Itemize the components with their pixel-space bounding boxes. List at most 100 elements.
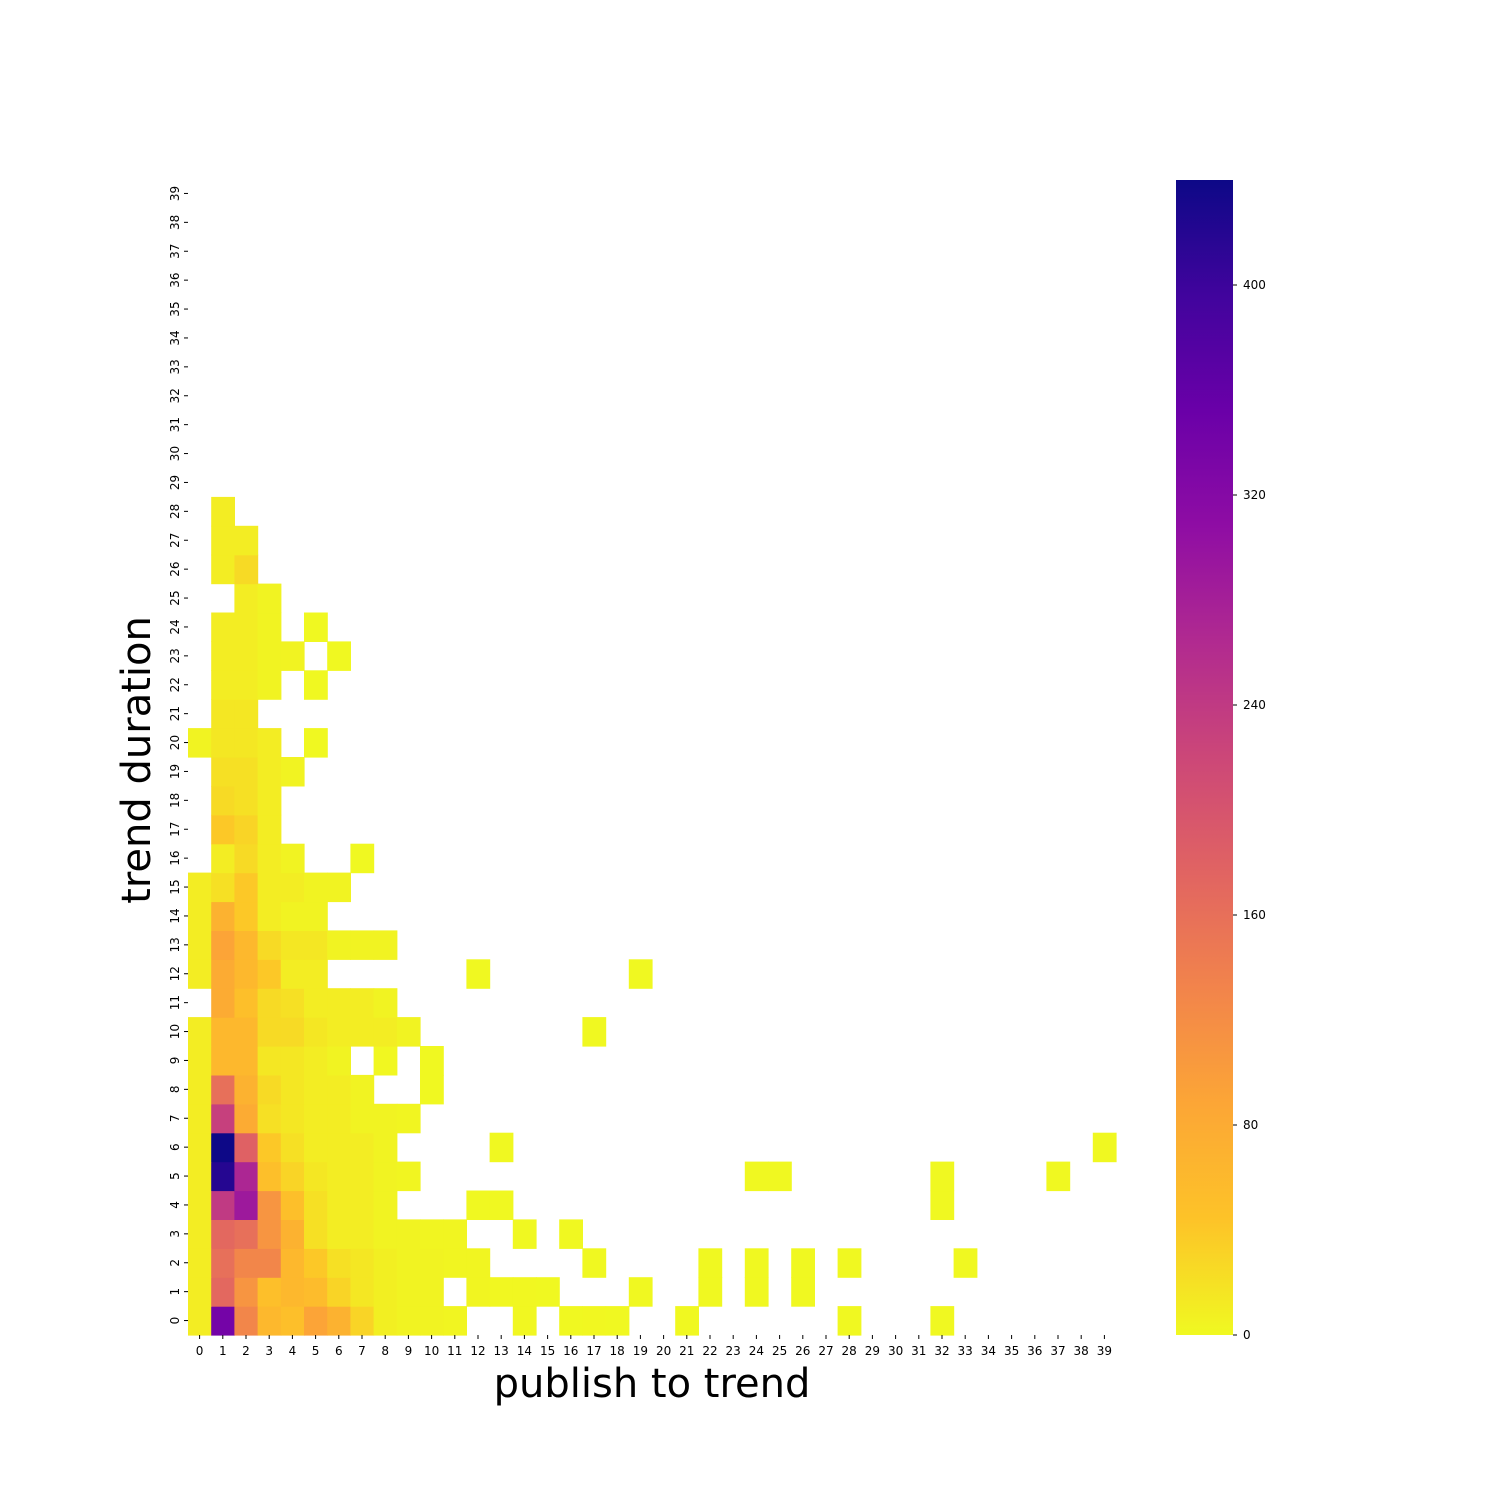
heatmap-cell <box>234 728 259 758</box>
heatmap-cell <box>396 1219 421 1249</box>
heatmap-cell <box>512 1306 537 1336</box>
x-tick-label: 17 <box>586 1344 601 1358</box>
heatmap-cell <box>211 1161 235 1192</box>
heatmap-cell <box>257 988 282 1018</box>
heatmap-cell <box>234 1161 259 1192</box>
heatmap-cell <box>211 554 235 585</box>
heatmap-cell <box>350 1103 375 1134</box>
heatmap-cell <box>234 1219 259 1249</box>
heatmap-cell <box>257 872 282 903</box>
heatmap-cell <box>211 1046 235 1076</box>
heatmap-cell <box>234 785 259 816</box>
heatmap-cell <box>489 1190 514 1220</box>
x-tick-label: 7 <box>358 1344 366 1358</box>
colorbar-tick-label: 0 <box>1243 1328 1251 1342</box>
heatmap-cell <box>396 1277 421 1307</box>
x-tick-label: 8 <box>381 1344 389 1358</box>
x-tick-label: 18 <box>610 1344 625 1358</box>
heatmap-cell <box>373 1017 398 1047</box>
x-tick-label: 36 <box>1027 1344 1042 1358</box>
heatmap-cell <box>280 1132 305 1163</box>
heatmap-cell <box>930 1190 955 1220</box>
heatmap-cell <box>304 1103 328 1134</box>
y-tick-label: 13 <box>168 937 182 952</box>
heatmap-cell <box>211 1306 235 1336</box>
heatmap-cell <box>280 988 305 1018</box>
y-axis-ticks: 0123456789101112131415161718192021222324… <box>168 186 188 1324</box>
heatmap-cell <box>304 1132 328 1163</box>
colorbar-tick-label: 400 <box>1243 278 1266 292</box>
y-tick-label: 1 <box>168 1288 182 1296</box>
x-tick-label: 34 <box>981 1344 996 1358</box>
heatmap-cell <box>234 814 259 845</box>
heatmap-cell <box>234 988 259 1018</box>
x-tick-label: 1 <box>219 1344 227 1358</box>
heatmap-cell <box>675 1306 699 1336</box>
heatmap-cell <box>234 583 259 614</box>
heatmap-cell <box>443 1219 467 1249</box>
heatmap-cell <box>373 988 398 1018</box>
heatmap-cell <box>396 1103 421 1134</box>
heatmap-cell <box>257 757 282 787</box>
heatmap-cell <box>234 1190 259 1220</box>
heatmap-cell <box>188 1161 212 1192</box>
heatmap-cell <box>280 1161 305 1192</box>
heatmap-cell <box>211 872 235 903</box>
heatmap-cell <box>188 1017 212 1047</box>
heatmap-cell <box>280 901 305 931</box>
heatmap-cell <box>837 1248 862 1278</box>
colorbar-ticks: 0 80 160 240 320 400 <box>1233 278 1266 1342</box>
y-tick-label: 28 <box>168 504 182 519</box>
heatmap-cell <box>211 1017 235 1047</box>
heatmap-cell <box>211 988 235 1018</box>
x-tick-label: 19 <box>633 1344 648 1358</box>
heatmap-cell <box>768 1161 792 1192</box>
heatmap-cell <box>304 1219 328 1249</box>
heatmap-cell <box>698 1277 723 1307</box>
heatmap-cell <box>234 525 259 556</box>
y-tick-label: 26 <box>168 562 182 577</box>
heatmap-cell <box>257 1132 282 1163</box>
heatmap-cell <box>327 1074 351 1105</box>
colorbar-tick-label: 320 <box>1243 488 1266 502</box>
heatmap-cell <box>420 1277 444 1307</box>
heatmap-cell <box>744 1248 769 1278</box>
heatmap-cell <box>420 1074 444 1105</box>
heatmap-cell <box>234 1306 259 1336</box>
heatmap-cell <box>234 1248 259 1278</box>
x-tick-label: 38 <box>1074 1344 1089 1358</box>
heatmap-cell <box>211 785 235 816</box>
x-tick-label: 25 <box>772 1344 787 1358</box>
heatmap-cell <box>466 959 491 989</box>
heatmap-cell <box>234 959 259 989</box>
heatmap-cell <box>791 1277 815 1307</box>
y-tick-label: 8 <box>168 1086 182 1094</box>
heatmap-cell <box>234 1046 259 1076</box>
heatmap-cell <box>234 1103 259 1134</box>
heatmap-cell <box>304 1017 328 1047</box>
x-tick-label: 27 <box>818 1344 833 1358</box>
heatmap-cell <box>188 930 212 960</box>
x-tick-label: 32 <box>934 1344 949 1358</box>
heatmap-cell <box>211 959 235 989</box>
heatmap-cell <box>304 1074 328 1105</box>
heatmap-cell <box>466 1248 491 1278</box>
heatmap-cell <box>211 496 235 527</box>
heatmap-cell <box>234 930 259 960</box>
heatmap-cell <box>327 1103 351 1134</box>
y-tick-label: 34 <box>168 330 182 345</box>
y-tick-label: 35 <box>168 301 182 316</box>
y-tick-label: 12 <box>168 966 182 981</box>
heatmap-cell <box>350 1219 375 1249</box>
heatmap-cell <box>930 1306 955 1336</box>
y-tick-label: 3 <box>168 1230 182 1238</box>
heatmap-cell <box>304 1306 328 1336</box>
y-tick-label: 32 <box>168 388 182 403</box>
heatmap-cell <box>420 1046 444 1076</box>
colorbar-tick-label: 240 <box>1243 698 1266 712</box>
heatmap-cell <box>373 1161 398 1192</box>
y-tick-label: 27 <box>168 533 182 548</box>
heatmap-cell <box>280 1248 305 1278</box>
x-tick-label: 33 <box>958 1344 973 1358</box>
heatmap-cell <box>420 1248 444 1278</box>
